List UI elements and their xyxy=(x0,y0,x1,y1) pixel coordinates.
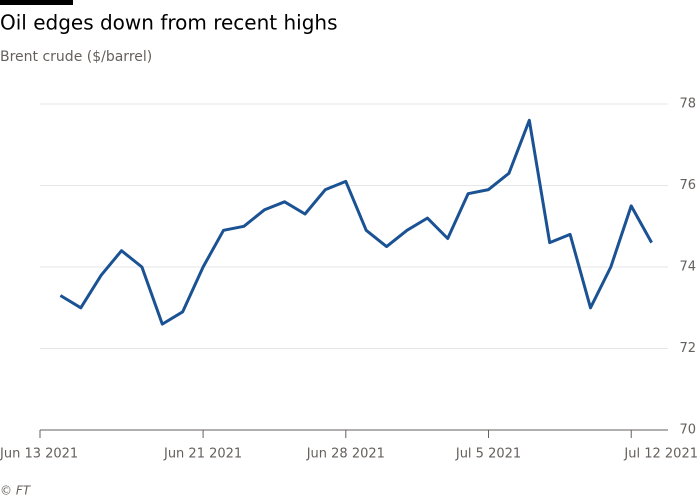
x-tick-label: Jun 13 2021 xyxy=(0,447,78,462)
y-tick-label: 72 xyxy=(679,341,696,356)
source: © FT xyxy=(0,484,32,498)
chart-subtitle: Brent crude ($/barrel) xyxy=(0,49,152,65)
brand-bar xyxy=(0,0,73,5)
y-tick-label: 78 xyxy=(679,97,696,112)
line xyxy=(59,118,653,326)
x-tick-label: Jul 12 2021 xyxy=(623,447,698,462)
x-tick-label: Jun 21 2021 xyxy=(163,447,242,462)
y-tick-label: 76 xyxy=(679,178,696,193)
y-tick-label: 74 xyxy=(679,260,696,275)
x-tick-label: Jun 28 2021 xyxy=(306,447,385,462)
y-tick-label: 70 xyxy=(679,423,696,438)
x-tick-label: Jul 5 2021 xyxy=(455,447,521,462)
chart-title: Oil edges down from recent highs xyxy=(0,11,338,35)
